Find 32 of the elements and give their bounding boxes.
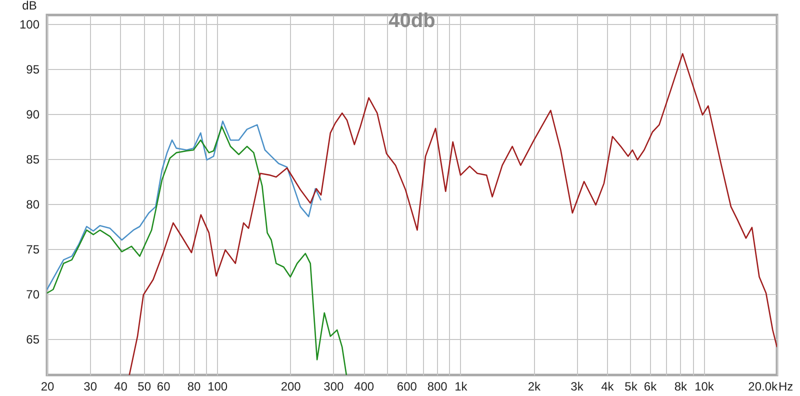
x-tick-label: 10k [694, 380, 715, 394]
x-tick-label: 60 [156, 380, 171, 394]
x-tick-label: 3k [570, 380, 584, 394]
x-tick-label: 800 [427, 380, 448, 394]
x-tick-label: 40 [114, 380, 128, 394]
x-tick-label: 50 [138, 380, 152, 394]
x-tick-label: 400 [354, 380, 374, 394]
y-tick-label: 95 [26, 62, 40, 76]
x-tick-label: 4k [601, 380, 615, 394]
y-tick-label: 85 [26, 152, 40, 166]
y-tick-label: 80 [26, 198, 40, 212]
y-tick-label: 100 [19, 18, 40, 32]
x-tick-label: 300 [324, 380, 344, 394]
y-tick-label: 75 [26, 242, 40, 256]
x-tick-label: 2k [528, 380, 542, 394]
x-tick-label: 8k [674, 380, 688, 394]
x-tick-label: 600 [396, 380, 418, 394]
chart-title: 40db [388, 10, 436, 32]
x-tick-label: 100 [208, 380, 228, 394]
y-tick-label: 65 [26, 332, 40, 346]
y-tick-label: 90 [26, 108, 40, 122]
x-tick-label: 6k [644, 380, 658, 394]
x-tick-label: 80 [187, 380, 201, 394]
x-tick-label: 20 [40, 380, 54, 394]
x-axis-title: Hz [778, 380, 794, 394]
y-tick-label: 70 [26, 288, 40, 302]
x-tick-label: 5k [624, 380, 638, 394]
x-tick-label: 30 [84, 380, 98, 394]
x-tick-label: 20.0k [748, 380, 778, 394]
x-tick-label: 200 [280, 380, 302, 394]
y-axis-title: dB [22, 0, 37, 12]
x-tick-label: 1k [454, 380, 468, 394]
